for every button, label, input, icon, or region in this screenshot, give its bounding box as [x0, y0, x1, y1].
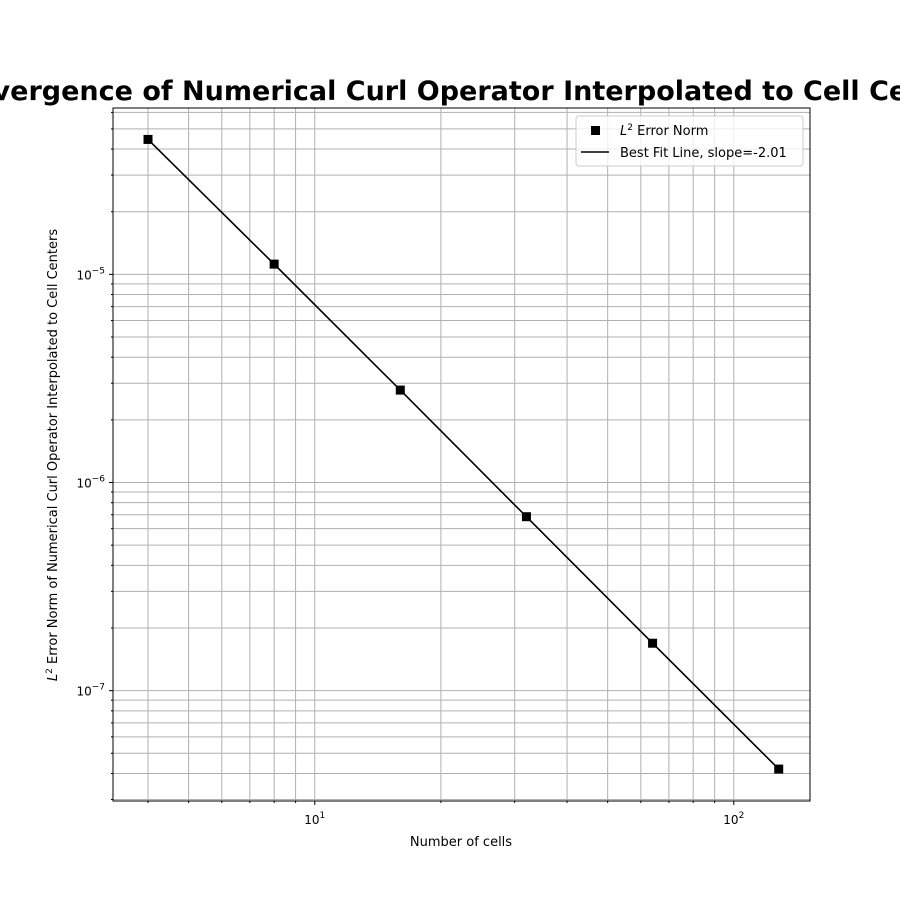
y-tick-label: 10−6: [76, 475, 105, 491]
error-norm-data-point: [269, 259, 279, 269]
y-tick-label-base: 10: [76, 685, 91, 699]
y-tick-label: 10−7: [76, 683, 105, 699]
x-tick-label-base: 10: [723, 813, 738, 827]
x-axis-label: Number of cells: [410, 835, 512, 850]
y-axis-label-symbol: L: [46, 674, 61, 681]
y-axis-label-text: Error Norm of Numerical Curl Operator In…: [46, 229, 61, 669]
legend-error-norm-text: Error Norm: [633, 124, 708, 139]
legend-error-norm-symbol: L: [620, 124, 627, 139]
y-axis-ticks: 10−510−610−7: [76, 111, 113, 800]
error-norm-data-point: [143, 134, 153, 144]
grid-lines: [113, 108, 810, 801]
legend-error-norm-superscript: 2: [627, 123, 633, 133]
x-tick-label-base: 10: [304, 813, 319, 827]
y-tick-label-exponent: −7: [92, 683, 105, 693]
x-tick-label: 102: [723, 811, 744, 827]
y-axis-label-superscript: 2: [45, 668, 55, 674]
x-tick-label-exponent: 1: [320, 811, 326, 821]
legend-frame: [575, 115, 804, 167]
error-norm-data-point: [648, 638, 658, 648]
series-layer: [143, 134, 784, 774]
error-norm-data-point: [395, 385, 405, 395]
x-tick-label: 101: [304, 811, 325, 827]
y-axis-label: L2 Error Norm of Numerical Curl Operator…: [45, 229, 61, 682]
x-tick-label-exponent: 2: [739, 811, 745, 821]
best-fit-line: [147, 138, 780, 770]
y-tick-label-base: 10: [76, 477, 91, 491]
chart-title: Convergence of Numerical Curl Operator I…: [0, 76, 900, 107]
y-tick-label-exponent: −6: [92, 475, 106, 485]
plot-area: [112, 107, 811, 802]
legend-entry-best-fit: Best Fit Line, slope=-2.01: [620, 146, 787, 161]
x-axis-ticks: 101 102: [147, 801, 744, 827]
y-tick-label: 10−5: [76, 266, 105, 282]
y-tick-label-base: 10: [76, 268, 91, 282]
error-norm-data-point: [521, 512, 531, 522]
plot-frame: [112, 107, 811, 802]
legend-marker-square: [591, 126, 600, 135]
legend-entry-error-norm: L2 Error Norm: [620, 123, 708, 139]
legend: L2 Error Norm Best Fit Line, slope=-2.01: [575, 115, 804, 167]
y-tick-label-exponent: −5: [92, 266, 105, 276]
error-norm-data-point: [774, 764, 784, 774]
